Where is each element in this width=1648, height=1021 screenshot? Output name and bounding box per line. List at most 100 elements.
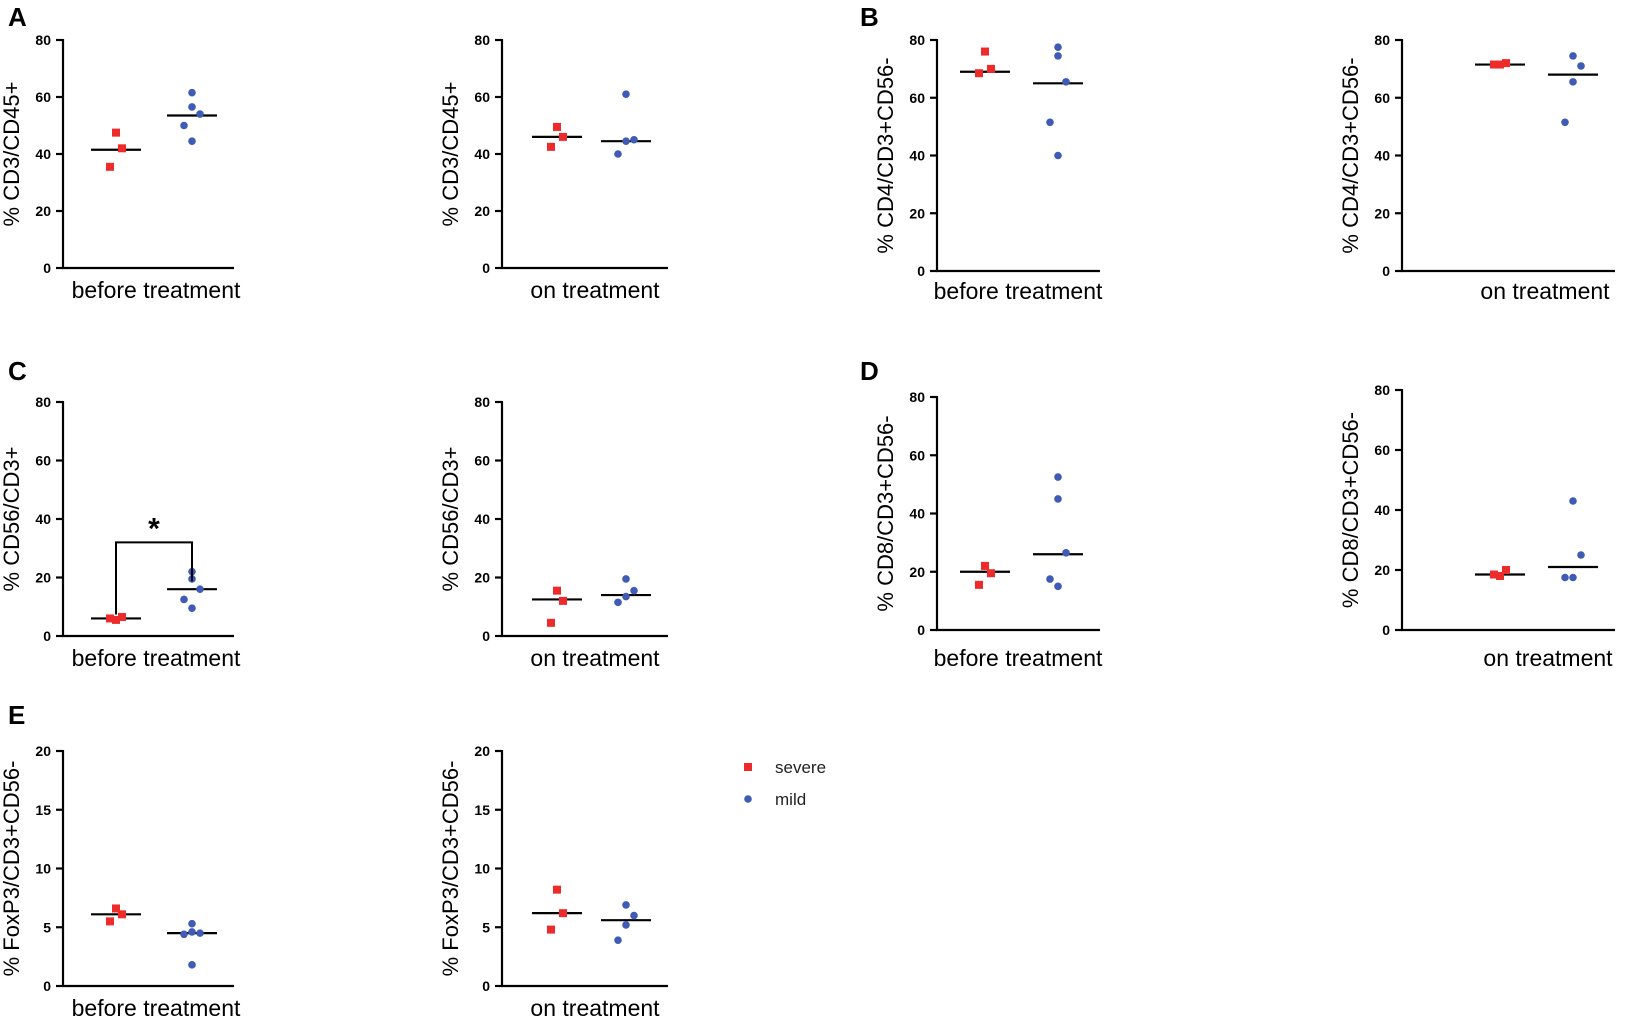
data-point-severe [1490,60,1498,69]
data-point-mild [622,901,630,909]
panel-letter-d: D [860,356,879,386]
data-point-severe [106,614,114,623]
y-tick-label: 20 [909,205,925,221]
y-tick-label: 80 [909,389,925,405]
data-point-severe [547,925,555,934]
data-point-mild [180,930,188,939]
data-point-mild [622,592,630,601]
data-point-mild [622,137,630,145]
data-point-severe [547,618,555,627]
panel-letter-c: C [8,356,27,386]
data-point-mild [1561,118,1569,127]
data-point-mild [1569,573,1577,582]
y-tick-label: 0 [1382,263,1390,279]
data-point-severe [106,162,114,171]
data-point-severe [975,580,983,589]
data-point-severe [987,569,995,578]
y-tick-label: 40 [474,146,490,162]
y-tick-label: 60 [1374,90,1390,106]
data-point-mild [180,595,188,604]
y-axis-label: % CD56/CD3+ [438,447,463,592]
data-point-mild [196,110,204,118]
panel-letter-e: E [8,700,25,730]
data-point-mild [1054,52,1062,60]
chart-a1: 0 20 40 60 80 % CD3/CD45+ before treatment [0,32,241,303]
y-tick-label: 80 [35,394,51,410]
data-point-severe [118,910,126,919]
y-tick-label: 0 [917,263,925,279]
data-point-mild [622,921,630,929]
y-tick-label: 20 [35,743,51,759]
y-tick-label: 10 [35,861,51,877]
y-tick-label: 20 [1374,562,1390,578]
y-tick-label: 20 [1374,205,1390,221]
data-point-mild [1577,551,1585,559]
data-point-mild [1569,52,1577,60]
y-tick-label: 0 [43,260,51,276]
chart-d2: 0 20 40 60 80 % CD8/CD3+CD56- on treatment [1338,382,1615,671]
y-tick-label: 15 [474,802,490,818]
y-axis-label: % FoxP3/CD3+CD56- [438,761,463,977]
data-point-severe [553,586,561,595]
chart-b1: 0 20 40 60 80 % CD4/CD3+CD56- before treatment [873,32,1103,304]
x-axis-label: before treatment [934,278,1103,304]
y-tick-label: 0 [482,260,490,276]
data-point-severe [553,885,561,894]
data-point-severe [1490,570,1498,579]
y-tick-label: 20 [35,203,51,219]
data-point-mild [188,88,196,97]
y-tick-label: 0 [482,628,490,644]
data-point-mild [188,137,196,145]
y-tick-label: 60 [909,90,925,106]
y-tick-label: 0 [43,628,51,644]
legend-marker-mild [744,795,752,803]
data-point-mild [1054,151,1062,160]
data-point-mild [180,121,188,130]
x-axis-label: before treatment [934,645,1103,671]
data-point-mild [1054,495,1062,503]
data-point-mild [622,90,630,98]
x-axis-label: on treatment [1483,645,1613,671]
chart-e1: 0 5 10 15 20 % FoxP3/CD3+CD56- before treatmen… [0,743,241,1021]
y-tick-label: 80 [474,32,490,48]
y-tick-label: 80 [1374,32,1390,48]
significance-bracket [115,541,193,615]
data-point-mild [188,928,196,936]
y-tick-label: 40 [1374,502,1390,518]
y-tick-label: 60 [909,447,925,463]
panel-letter-a: A [8,2,27,32]
y-axis-label: % CD4/CD3+CD56- [873,57,898,253]
chart-c1: 0 20 40 60 80 % CD56/CD3+ before treatment * [0,394,241,671]
data-point-severe [981,47,989,56]
x-axis-label: on treatment [530,277,660,303]
significance-label: * [148,512,160,545]
y-tick-label: 40 [1374,148,1390,164]
y-tick-label: 60 [35,453,51,469]
y-tick-label: 20 [474,203,490,219]
data-point-severe [112,615,120,624]
data-point-mild [614,598,622,607]
y-tick-label: 40 [35,511,51,527]
data-point-mild [188,919,196,928]
y-tick-label: 60 [474,89,490,105]
data-point-severe [987,64,995,73]
legend-label-severe: severe [775,758,826,777]
y-tick-label: 0 [43,978,51,994]
data-point-mild [1046,118,1054,127]
data-point-mild [630,586,638,595]
y-tick-label: 5 [43,919,51,935]
data-point-severe [112,128,120,137]
legend: severe mild [744,758,826,809]
chart-e2: 0 5 10 15 20 % FoxP3/CD3+CD56- on treatment [438,743,668,1021]
data-point-severe [553,122,561,131]
y-tick-label: 20 [909,564,925,580]
data-point-mild [1577,62,1585,70]
y-tick-label: 0 [482,978,490,994]
y-tick-label: 60 [474,453,490,469]
data-point-mild [188,604,196,613]
x-axis-label: on treatment [530,995,660,1021]
y-axis-label: % CD56/CD3+ [0,447,24,592]
chart-c2: 0 20 40 60 80 % CD56/CD3+ on treatment [438,394,668,671]
y-tick-label: 40 [474,511,490,527]
data-point-mild [1046,575,1054,583]
